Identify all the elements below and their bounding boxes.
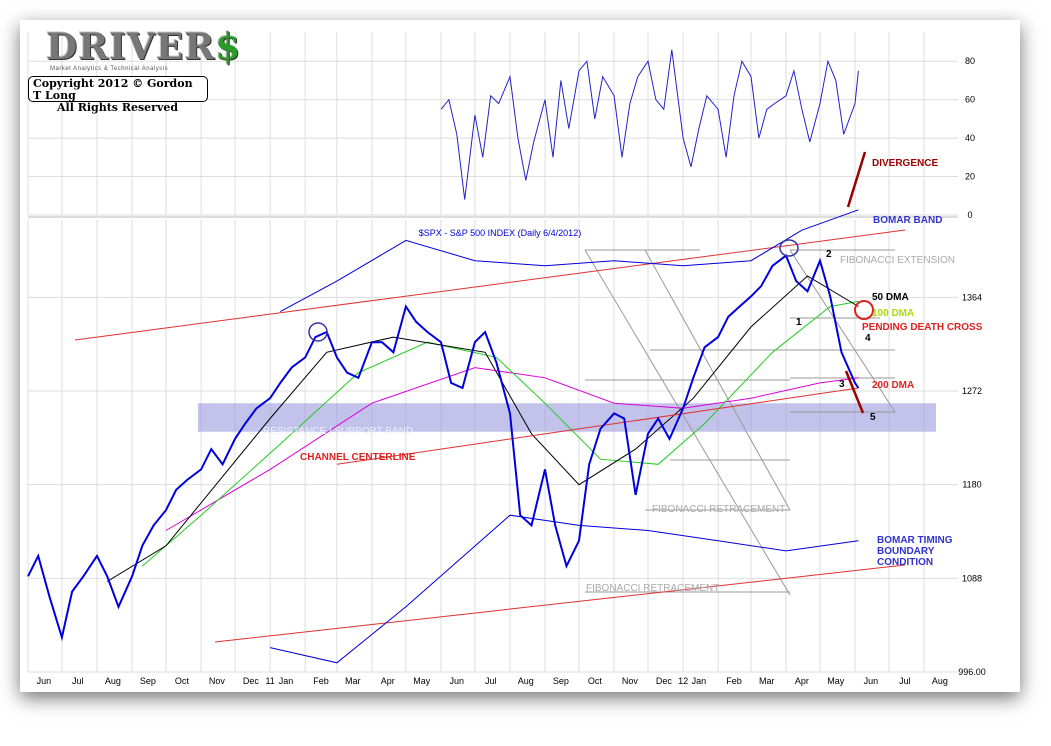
- indicator-y-tick-label: 40: [965, 133, 975, 143]
- x-tick-label: May: [413, 676, 431, 686]
- drivers-logo: DRIVER$ Market Analytics & Technical Ana…: [40, 26, 240, 74]
- channel-centerline: [336, 387, 859, 465]
- channel-lower-line: [214, 564, 906, 643]
- annotation-resistance-support-band: RESISTANCE / SUPPORT BAND: [263, 426, 413, 437]
- x-tick-label: Dec: [656, 676, 673, 686]
- x-tick-label: Jun: [864, 676, 879, 686]
- bomar-band-upper-line: [280, 209, 859, 313]
- spx-price-line: [27, 254, 860, 642]
- channel-upper-line: [74, 229, 906, 341]
- logo-tagline: Market Analytics & Technical Analysis: [50, 66, 169, 72]
- x-tick-label: Sep: [140, 676, 156, 686]
- annotation-bomar-timing-line3: CONDITION: [877, 557, 933, 568]
- x-tick-label: 11: [265, 676, 274, 686]
- annotation-bomar-timing-line1: BOMAR TIMING: [877, 535, 953, 546]
- x-tick-label: Jan: [692, 676, 707, 686]
- annotation-divergence: DIVERGENCE: [872, 158, 938, 169]
- indicator-series-line: [440, 49, 859, 200]
- circle-marker: [308, 322, 328, 342]
- x-tick-label: Mar: [759, 676, 775, 686]
- logo-brand: DRIVER$: [46, 26, 242, 68]
- resistance-support-band: [198, 403, 936, 432]
- price-y-tick-label: 1364: [962, 292, 982, 302]
- indicator-y-tick-label: 80: [965, 56, 975, 66]
- x-tick-label: Dec: [243, 676, 260, 686]
- x-tick-label: Mar: [345, 676, 361, 686]
- x-tick-label: Jun: [37, 676, 52, 686]
- wave-label-5: 5: [870, 412, 876, 423]
- fibonacci-extension-diagonal: [789, 249, 896, 413]
- x-tick-label: Sep: [553, 676, 569, 686]
- wave-label-3: 3: [839, 379, 845, 390]
- x-tick-label: Aug: [105, 676, 121, 686]
- bomar-timing-boundary-line: [269, 514, 859, 664]
- wave-label-1: 1: [796, 317, 802, 328]
- copyright-box: Copyright 2012 © Gordon T Long All Right…: [28, 76, 208, 114]
- dma100-line: [141, 300, 859, 567]
- x-tick-label: Feb: [313, 676, 329, 686]
- x-tick-label: Nov: [622, 676, 639, 686]
- indicator-y-tick-label: 20: [965, 172, 975, 182]
- annotation-channel-centerline: CHANNEL CENTERLINE: [300, 452, 416, 463]
- x-tick-label: Jul: [72, 676, 84, 686]
- fibonacci-diagonal: [584, 249, 791, 596]
- x-tick-label: Oct: [175, 676, 190, 686]
- annotation-fibonacci-retracement-lower: FIBONACCI RETRACEMENT: [586, 583, 719, 594]
- x-tick-label: Jan: [279, 676, 294, 686]
- annotation-bomar-timing-line2: BOUNDARY: [877, 546, 935, 557]
- copyright-line2: All Rights Reserved: [57, 101, 179, 114]
- annotation-200-dma: 200 DMA: [872, 380, 914, 391]
- x-tick-label: Oct: [588, 676, 603, 686]
- price-y-tick-label: 1088: [962, 573, 982, 583]
- x-tick-label: Apr: [381, 676, 395, 686]
- x-tick-label: May: [827, 676, 845, 686]
- x-tick-label: Jul: [899, 676, 911, 686]
- x-tick-label: Feb: [726, 676, 742, 686]
- x-tick-label: Apr: [795, 676, 809, 686]
- wave-label-4: 4: [865, 333, 871, 344]
- annotation-bomar-band: BOMAR BAND: [873, 215, 942, 226]
- chart-svg: 80 60 40 20 0 1364 1272 1180 1088 996.00 Jun Jul Aug…: [27, 32, 986, 686]
- divergence-line-price: [844, 370, 865, 414]
- indicator-y-tick-label: 60: [965, 95, 975, 105]
- chart-frame: 80 60 40 20 0 1364 1272 1180 1088 996.00 Jun Jul Aug…: [20, 20, 1020, 692]
- x-tick-label: Aug: [932, 676, 948, 686]
- annotation-fibonacci-retracement: FIBONACCI RETRACEMENT: [652, 504, 785, 515]
- x-tick-label: Jun: [450, 676, 465, 686]
- indicator-y-tick-label: 0: [967, 210, 972, 220]
- price-y-tick-label: 1272: [962, 386, 982, 396]
- death-cross-circle: [854, 300, 874, 320]
- copyright-line1: Copyright 2012 © Gordon T Long: [33, 77, 193, 102]
- annotation-50-dma: 50 DMA: [872, 292, 909, 303]
- price-y-tick-label: 1180: [962, 480, 981, 490]
- x-tick-label: Nov: [209, 676, 226, 686]
- wave-label-2: 2: [826, 249, 832, 260]
- dma50-line: [106, 275, 859, 582]
- annotation-fibonacci-extension: FIBONACCI EXTENSION: [840, 255, 955, 266]
- annotation-100-dma: 100 DMA: [872, 308, 914, 319]
- annotation-pending-death-cross: PENDING DEATH CROSS: [862, 322, 983, 333]
- dma200-line: [165, 367, 859, 531]
- x-tick-label: Jul: [485, 676, 497, 686]
- divergence-line-indicator: [846, 151, 867, 208]
- x-tick-label: Aug: [518, 676, 534, 686]
- price-chart-title: $SPX - S&P 500 INDEX (Daily 6/4/2012): [419, 228, 581, 238]
- price-y-tick-label: 996.00: [958, 667, 986, 677]
- x-tick-label: 12: [678, 676, 688, 686]
- circle-marker: [779, 239, 799, 257]
